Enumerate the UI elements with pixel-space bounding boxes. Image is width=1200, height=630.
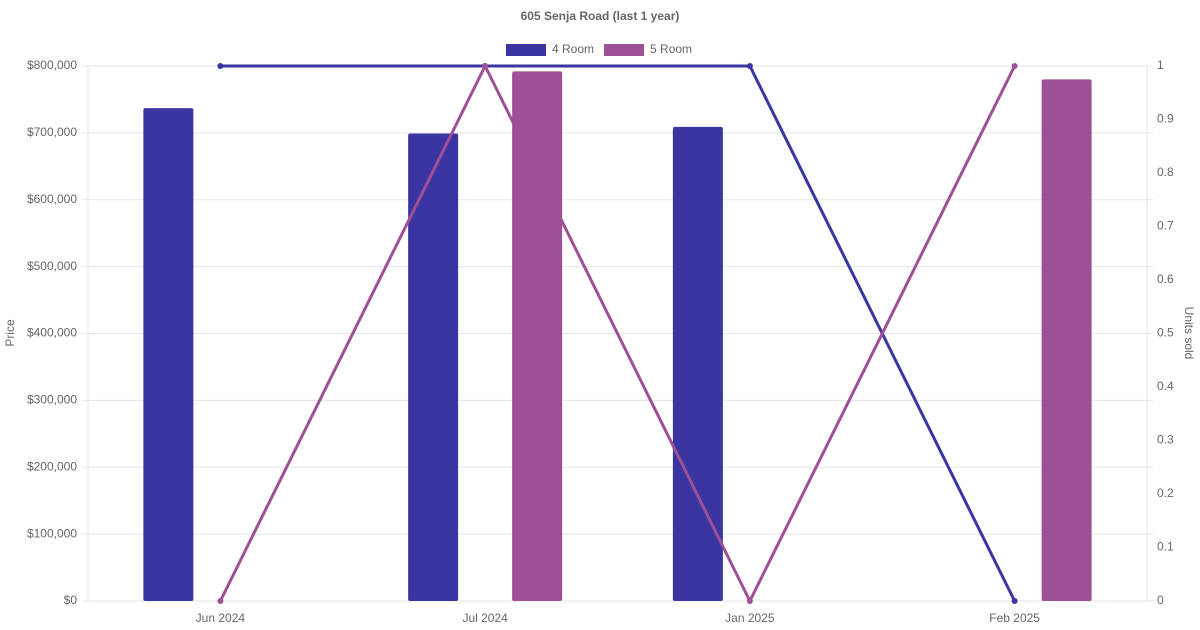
legend-label: 5 Room bbox=[650, 42, 692, 56]
y2-tick-label: 0.8 bbox=[1157, 165, 1174, 179]
legend-label: 4 Room bbox=[552, 42, 594, 56]
y-tick-label: $500,000 bbox=[27, 259, 77, 273]
y-tick-label: $200,000 bbox=[27, 459, 77, 473]
line bbox=[219, 62, 1016, 605]
y-tick-label: $400,000 bbox=[27, 326, 77, 340]
chart-title: 605 Senja Road (last 1 year) bbox=[521, 9, 680, 23]
x-tick-label: Feb 2025 bbox=[989, 611, 1040, 625]
y2-tick-label: 0.4 bbox=[1157, 379, 1174, 393]
y-tick-label: $300,000 bbox=[27, 393, 77, 407]
y-tick-label: $0 bbox=[64, 593, 78, 607]
y2-tick-label: 0.3 bbox=[1157, 433, 1174, 447]
x-tick-label: Jul 2024 bbox=[462, 611, 508, 625]
y-tick-label: $800,000 bbox=[27, 58, 77, 72]
y2-tick-label: 0.5 bbox=[1157, 326, 1174, 340]
y2-tick-label: 0 bbox=[1157, 593, 1164, 607]
point bbox=[1011, 63, 1018, 69]
y2-tick-label: 0.6 bbox=[1157, 272, 1174, 286]
y2-tick-label: 0.9 bbox=[1157, 112, 1174, 126]
y-tick-label: $600,000 bbox=[27, 192, 77, 206]
legend-swatch bbox=[604, 44, 645, 56]
y-tick-label: $700,000 bbox=[27, 125, 77, 139]
y-tick-label: $100,000 bbox=[27, 526, 77, 540]
point bbox=[217, 598, 224, 604]
point bbox=[746, 63, 753, 69]
point bbox=[1011, 598, 1018, 604]
x-tick-label: Jun 2024 bbox=[196, 611, 246, 625]
y2-tick-label: 1 bbox=[1157, 58, 1164, 72]
point bbox=[746, 598, 753, 604]
y2-tick-label: 0.2 bbox=[1157, 486, 1174, 500]
point bbox=[217, 63, 224, 69]
y2-tick-label: 0.1 bbox=[1157, 540, 1174, 554]
bar bbox=[512, 71, 563, 602]
y2-axis-label: Units sold bbox=[1182, 307, 1196, 360]
point bbox=[482, 63, 489, 69]
legend-swatch bbox=[506, 44, 546, 56]
bar bbox=[408, 133, 459, 601]
x-tick-label: Jan 2025 bbox=[725, 611, 775, 625]
bar bbox=[143, 108, 194, 601]
bar bbox=[1041, 79, 1092, 601]
bar bbox=[672, 126, 723, 601]
y2-tick-label: 0.7 bbox=[1157, 219, 1174, 233]
y-axis-label: Price bbox=[3, 319, 17, 347]
